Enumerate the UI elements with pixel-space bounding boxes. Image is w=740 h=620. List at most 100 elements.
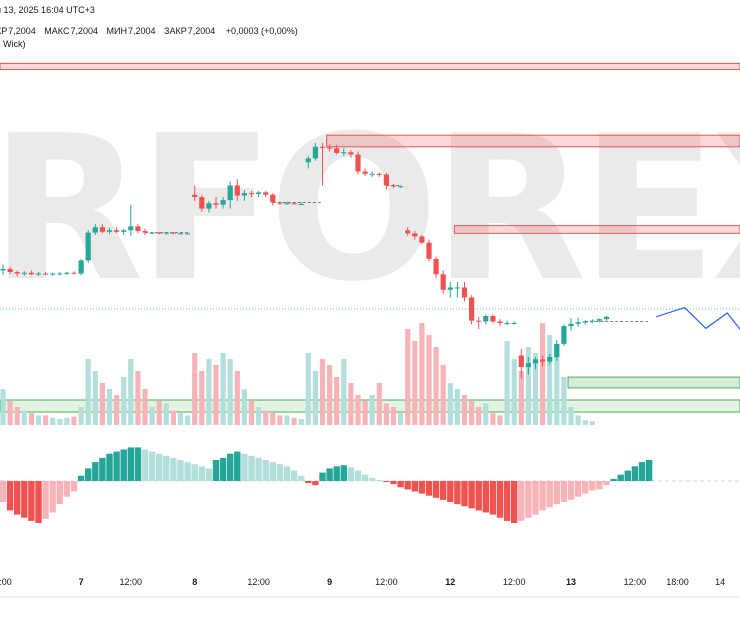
chart-style-legend: , Wick): [0, 38, 26, 50]
candle-body: [248, 193, 255, 195]
candle: [163, 231, 169, 235]
candle: [454, 282, 460, 298]
candle-body: [14, 272, 20, 274]
oscillator-bar: [312, 481, 319, 486]
oscillator-bar: [354, 470, 362, 481]
candle: [28, 270, 34, 276]
oscillator-bar: [234, 451, 241, 481]
candle: [433, 256, 439, 279]
candle-body: [99, 227, 105, 232]
candle: [7, 266, 13, 275]
time-tick-label: 14: [715, 577, 725, 587]
candle: [440, 270, 446, 294]
volume-bar: [234, 371, 240, 425]
oscillator-bar: [77, 475, 85, 481]
volume-bar: [35, 415, 42, 425]
candle: [447, 282, 453, 298]
candle-body: [220, 200, 226, 205]
oscillator-bar: [567, 481, 575, 500]
oscillator-bar: [56, 481, 63, 505]
oscillator-bar: [262, 460, 269, 481]
candle-body: [390, 185, 397, 187]
volume-bar: [547, 335, 553, 425]
candle-body: [490, 316, 496, 322]
ohlc-legend: КР7,2004 МАКС7,2004 МИН7,2004 ЗАКР7,2004…: [0, 25, 298, 37]
candle-body: [298, 204, 304, 205]
oscillator-bar: [106, 453, 113, 481]
volume-bar: [199, 371, 205, 425]
candle: [0, 264, 6, 276]
oscillator-bar: [255, 457, 262, 481]
oscillator-bar: [212, 460, 220, 481]
oscillator-bar: [525, 481, 532, 518]
candle-body: [227, 185, 233, 201]
candle: [490, 314, 496, 323]
candle: [170, 231, 176, 235]
candle-body: [554, 343, 560, 357]
resistance-zone-0: [0, 62, 740, 71]
candle: [71, 271, 77, 275]
volume-bar: [277, 415, 283, 425]
volume-bar: [291, 417, 297, 425]
oscillator-bar: [461, 481, 468, 507]
oscillator-bar: [219, 457, 227, 481]
oscillator-bar: [440, 481, 447, 500]
volume-bar: [554, 347, 560, 425]
candle-body: [277, 202, 283, 204]
candle: [532, 357, 539, 370]
candle-body: [50, 273, 56, 275]
volume-bar: [43, 415, 49, 425]
candle-body: [447, 287, 453, 290]
candle: [78, 258, 84, 276]
candle: [348, 149, 354, 158]
oscillator-bar: [326, 468, 333, 481]
volume-layer: [0, 323, 595, 425]
volume-bar: [312, 371, 318, 425]
candle-body: [532, 359, 539, 364]
oscillator-bar: [184, 462, 191, 481]
volume-bar: [106, 389, 113, 425]
candle: [234, 179, 240, 201]
candle-body: [483, 316, 489, 322]
candle: [483, 314, 489, 325]
candle-body: [71, 272, 77, 274]
oscillator-bar: [411, 481, 418, 492]
candle-body: [263, 192, 269, 195]
oscillator-bar: [28, 481, 35, 521]
candle: [383, 173, 389, 190]
oscillator-bar: [347, 467, 355, 481]
candle: [319, 142, 326, 186]
candle: [405, 227, 411, 236]
candle: [284, 201, 290, 205]
candle-body: [163, 232, 169, 234]
candle-body: [291, 203, 297, 205]
oscillator-bar: [383, 481, 390, 483]
volume-bar: [192, 353, 198, 425]
candle-body: [284, 203, 290, 205]
candle-body: [0, 268, 6, 271]
candle-body: [7, 268, 13, 272]
candle-body: [383, 174, 389, 186]
candle-body: [511, 323, 517, 324]
candle-body: [128, 226, 134, 231]
oscillator-bar: [92, 462, 99, 481]
volume-bar: [142, 389, 148, 425]
candle: [504, 320, 510, 326]
candle: [547, 353, 553, 365]
volume-bar: [504, 341, 510, 425]
candle-body: [312, 146, 318, 159]
resistance-zone-2: [453, 225, 740, 234]
candle-body: [57, 273, 63, 275]
oscillator-bar: [333, 466, 340, 481]
volume-bar: [497, 415, 503, 425]
volume-bar: [334, 377, 340, 425]
oscillator-bar: [553, 481, 560, 505]
candle-body: [355, 154, 361, 172]
candle: [121, 228, 127, 235]
volume-bar: [383, 403, 389, 425]
oscillator-layer: [0, 447, 740, 523]
candle: [149, 231, 155, 235]
candle: [525, 357, 531, 375]
